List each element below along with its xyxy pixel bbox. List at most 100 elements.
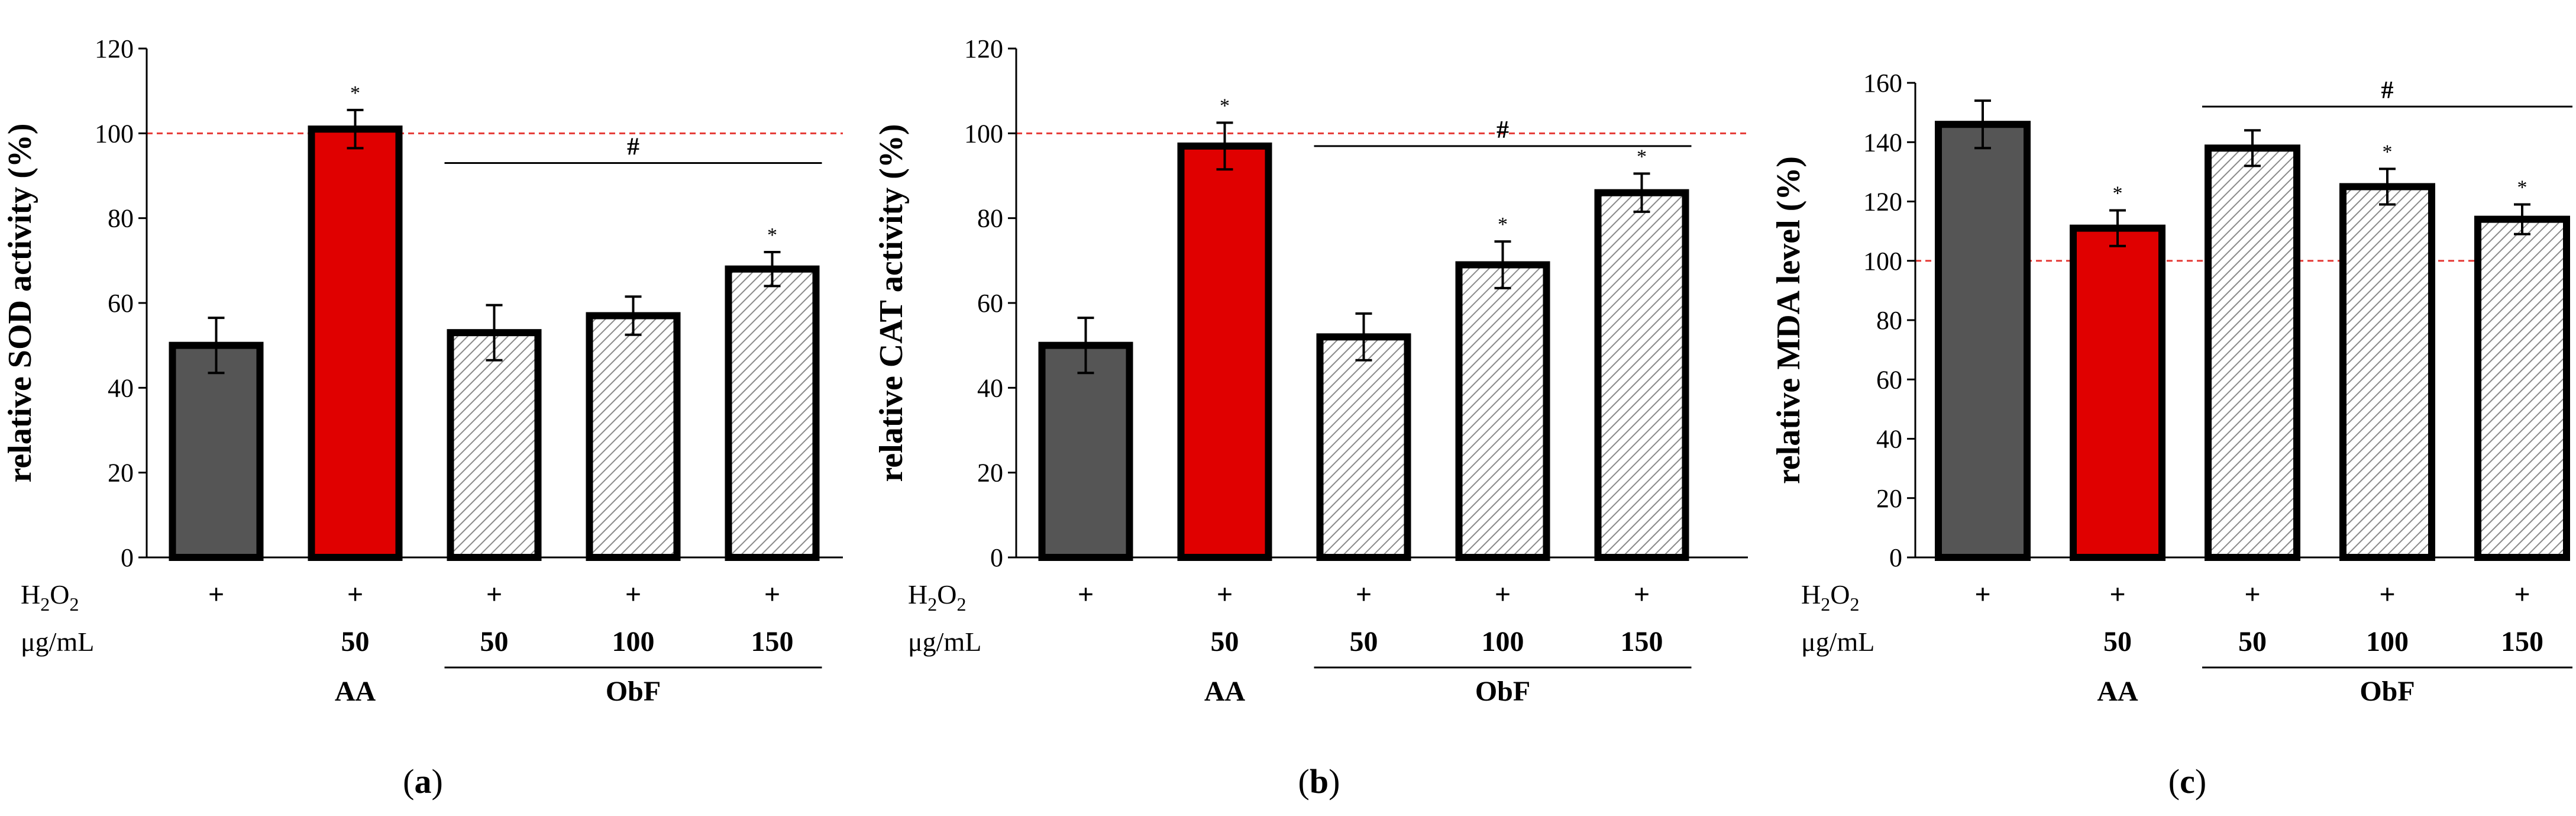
h2o2-plus-mark: + bbox=[625, 579, 641, 610]
significance-star: * bbox=[2383, 141, 2393, 163]
concentration-value: 100 bbox=[2366, 626, 2409, 657]
y-tick-label: 20 bbox=[108, 459, 134, 488]
concentration-value: 100 bbox=[1482, 626, 1524, 657]
y-tick-label: 40 bbox=[1876, 425, 1902, 454]
bar bbox=[1177, 142, 1272, 562]
concentration-value: 50 bbox=[2103, 626, 2132, 657]
panel-label-letter: a bbox=[415, 762, 432, 801]
y-tick-label: 60 bbox=[1876, 365, 1902, 394]
y-tick-label: 20 bbox=[1876, 484, 1902, 513]
significance-star: * bbox=[350, 82, 360, 104]
bar bbox=[169, 341, 264, 562]
h2o2-plus-mark: + bbox=[2514, 579, 2530, 610]
panel-label-letter: b bbox=[1310, 762, 1329, 801]
bar bbox=[1316, 333, 1411, 561]
bar bbox=[2339, 183, 2435, 561]
h2o2-plus-mark: + bbox=[1495, 579, 1511, 610]
h2o2-label-part: H bbox=[1801, 579, 1821, 609]
bar bbox=[2474, 215, 2570, 561]
bar bbox=[725, 265, 820, 561]
h2o2-plus-mark: + bbox=[2379, 579, 2395, 610]
h2o2-label-part: O bbox=[937, 579, 956, 609]
h2o2-label-part: H bbox=[21, 579, 40, 609]
bar bbox=[586, 312, 681, 561]
h2o2-label-subscript: 2 bbox=[69, 594, 79, 615]
h2o2-plus-mark: + bbox=[1974, 579, 1990, 610]
y-tick-label: 0 bbox=[121, 543, 134, 572]
h2o2-label-subscript: 2 bbox=[40, 594, 50, 615]
y-tick-label: 20 bbox=[977, 459, 1003, 488]
concentration-value: 50 bbox=[2238, 626, 2267, 657]
h2o2-label-subscript: 2 bbox=[956, 594, 966, 615]
concentration-value: 50 bbox=[341, 626, 370, 657]
significance-star: * bbox=[2113, 183, 2123, 205]
y-tick-label: 100 bbox=[1863, 247, 1902, 276]
concentration-value: 50 bbox=[480, 626, 509, 657]
concentration-value: 50 bbox=[1211, 626, 1239, 657]
group-label-aa: AA bbox=[335, 676, 376, 707]
group-label-aa: AA bbox=[1204, 676, 1246, 707]
y-tick-label: 40 bbox=[977, 373, 1003, 402]
y-tick-label: 120 bbox=[1863, 188, 1902, 217]
bar bbox=[1455, 261, 1550, 561]
panel-label-close: ) bbox=[2195, 762, 2206, 801]
h2o2-label-subscript: 2 bbox=[1850, 594, 1859, 615]
panel-label: (a) bbox=[403, 762, 443, 801]
panel-a-sod-chart: 0 20 40 60 80 100 120 relative SOD activity (%)… bbox=[2, 34, 843, 801]
bar bbox=[1038, 341, 1133, 562]
concentration-row-label: μg/mL bbox=[1801, 627, 1874, 657]
h2o2-label-subscript: 2 bbox=[927, 594, 937, 615]
y-tick-label: 140 bbox=[1863, 128, 1902, 157]
group-label-obf: ObF bbox=[606, 676, 661, 707]
y-tick-label: 100 bbox=[964, 119, 1003, 148]
panel-label-open: ( bbox=[1298, 762, 1310, 801]
h2o2-row-label: H2O2 bbox=[1801, 579, 1859, 615]
h2o2-label-subscript: 2 bbox=[1821, 594, 1830, 615]
h2o2-plus-mark: + bbox=[486, 579, 502, 610]
h2o2-label-part: O bbox=[1830, 579, 1850, 609]
panel-label-close: ) bbox=[432, 762, 443, 801]
panel-label-close: ) bbox=[1329, 762, 1340, 801]
significance-star: * bbox=[767, 224, 777, 246]
h2o2-row-label: H2O2 bbox=[21, 579, 79, 615]
h2o2-plus-mark: + bbox=[1078, 579, 1094, 610]
concentration-value: 150 bbox=[1621, 626, 1663, 657]
significance-star: * bbox=[1220, 95, 1230, 117]
h2o2-plus-mark: + bbox=[2244, 579, 2260, 610]
y-tick-label: 0 bbox=[1889, 543, 1902, 572]
bar bbox=[447, 329, 542, 562]
group-label-aa: AA bbox=[2097, 676, 2138, 707]
bar bbox=[2205, 144, 2300, 561]
h2o2-plus-mark: + bbox=[1217, 579, 1233, 610]
significance-star: * bbox=[1498, 214, 1508, 236]
concentration-value: 150 bbox=[751, 626, 794, 657]
h2o2-plus-mark: + bbox=[1356, 579, 1372, 610]
y-tick-label: 80 bbox=[1876, 306, 1902, 335]
concentration-value: 100 bbox=[612, 626, 655, 657]
y-tick-label: 160 bbox=[1863, 69, 1902, 98]
panel-label-open: ( bbox=[403, 762, 414, 801]
h2o2-plus-mark: + bbox=[1634, 579, 1650, 610]
h2o2-plus-mark: + bbox=[208, 579, 224, 610]
h2o2-plus-mark: + bbox=[347, 579, 363, 610]
hash-mark: # bbox=[1497, 117, 1509, 144]
bar bbox=[2070, 224, 2165, 561]
bar bbox=[1935, 121, 2031, 562]
y-axis-label: relative MDA level (%) bbox=[1770, 156, 1807, 484]
group-label-obf: ObF bbox=[2360, 676, 2415, 707]
h2o2-plus-mark: + bbox=[2109, 579, 2125, 610]
panel-label-open: ( bbox=[2168, 762, 2180, 801]
hash-mark: # bbox=[627, 134, 639, 161]
concentration-row-label: μg/mL bbox=[908, 627, 981, 657]
h2o2-plus-mark: + bbox=[764, 579, 780, 610]
h2o2-row-label: H2O2 bbox=[908, 579, 966, 615]
panel-label: (b) bbox=[1298, 762, 1340, 801]
y-tick-label: 120 bbox=[964, 34, 1003, 63]
y-tick-label: 80 bbox=[977, 204, 1003, 233]
panel-label: (c) bbox=[2168, 762, 2206, 801]
panel-label-letter: c bbox=[2180, 762, 2195, 801]
y-tick-label: 60 bbox=[108, 289, 134, 318]
y-tick-label: 100 bbox=[95, 119, 134, 148]
concentration-value: 50 bbox=[1350, 626, 1378, 657]
